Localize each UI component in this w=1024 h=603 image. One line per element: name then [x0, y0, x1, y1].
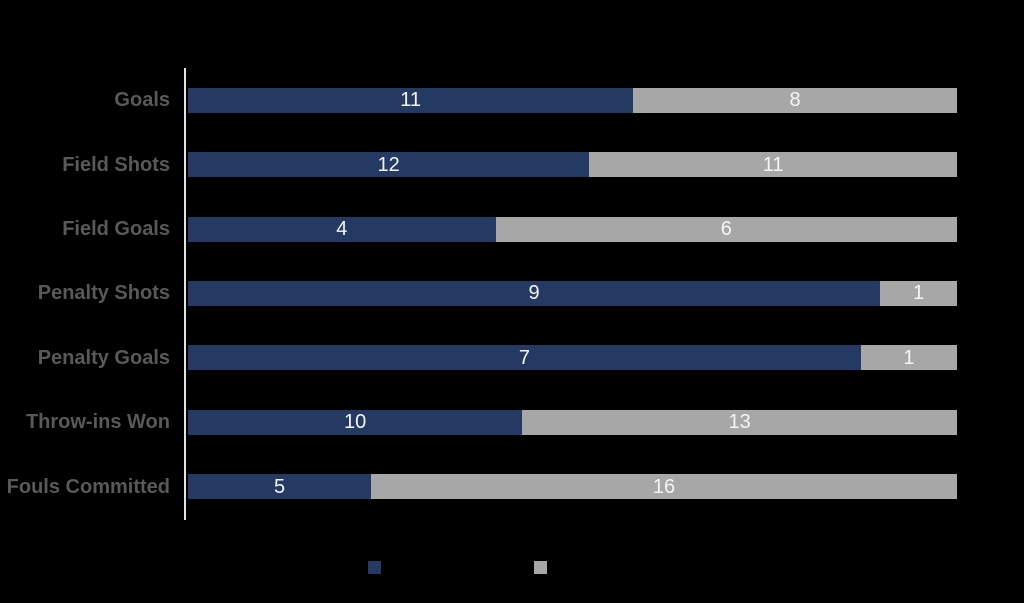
bar-segment-gray: 1 [880, 280, 957, 306]
stacked-bar: 4 6 [188, 216, 957, 242]
category-label: Penalty Goals [37, 346, 170, 369]
bar-segment-gray: 13 [522, 409, 957, 435]
bar-row: Field Goals 4 6 [0, 197, 957, 261]
legend-swatch-navy [368, 561, 381, 574]
stacked-bar: 7 1 [188, 345, 957, 371]
category-label: Throw-ins Won [25, 411, 170, 434]
bar-value-label: 13 [728, 411, 751, 434]
bar-value-label: 1 [912, 282, 925, 305]
y-axis-line [184, 68, 186, 520]
bar-segment-navy: 11 [188, 87, 634, 113]
bar-value-label: 1 [903, 346, 915, 369]
bar-value-label: 8 [789, 89, 801, 112]
bar-value-label: 6 [720, 218, 732, 241]
bar-row: Penalty Goals 7 1 [0, 326, 957, 390]
bar-value-label: 12 [377, 153, 400, 176]
stacked-bar: 9 1 [188, 280, 957, 306]
stacked-bar: 12 11 [188, 152, 957, 178]
bar-row: Goals 11 8 [0, 68, 957, 132]
bar-value-label: 16 [652, 475, 676, 498]
bar-row: Throw-ins Won 10 13 [0, 390, 957, 454]
bar-segment-navy: 7 [188, 345, 861, 371]
bar-value-label: 11 [400, 89, 421, 112]
bar-value-label: 9 [528, 282, 540, 305]
bar-value-label: 4 [336, 218, 348, 241]
stacked-bar: 10 13 [188, 409, 957, 435]
plot-area: Goals 11 8 Field Shots 12 11 Field Goals… [0, 68, 957, 519]
bar-segment-navy: 5 [188, 474, 372, 500]
bar-segment-navy: 10 [188, 409, 523, 435]
bar-segment-gray: 6 [495, 216, 957, 242]
legend-swatch-gray [534, 561, 547, 574]
bar-segment-gray: 16 [371, 474, 957, 500]
bar-value-label: 5 [273, 475, 286, 498]
bar-segment-gray: 8 [633, 87, 957, 113]
category-label: Goals [114, 89, 170, 112]
bar-segment-gray: 1 [860, 345, 957, 371]
category-label: Fouls Committed [6, 475, 170, 498]
category-label: Field Shots [62, 153, 170, 176]
stacked-bar: 5 16 [188, 474, 957, 500]
bar-segment-navy: 4 [188, 216, 496, 242]
category-label: Penalty Shots [37, 282, 170, 305]
bar-value-label: 10 [344, 411, 367, 434]
stacked-bar: 11 8 [188, 87, 957, 113]
bar-row: Penalty Shots 9 1 [0, 261, 957, 325]
bar-value-label: 7 [518, 346, 530, 369]
bar-row: Field Shots 12 11 [0, 132, 957, 196]
bar-row: Fouls Committed 5 16 [0, 455, 957, 519]
bar-segment-gray: 11 [589, 152, 957, 178]
category-label: Field Goals [62, 218, 170, 241]
bar-segment-navy: 12 [188, 152, 590, 178]
bar-value-label: 11 [762, 153, 784, 176]
bar-segment-navy: 9 [188, 280, 881, 306]
